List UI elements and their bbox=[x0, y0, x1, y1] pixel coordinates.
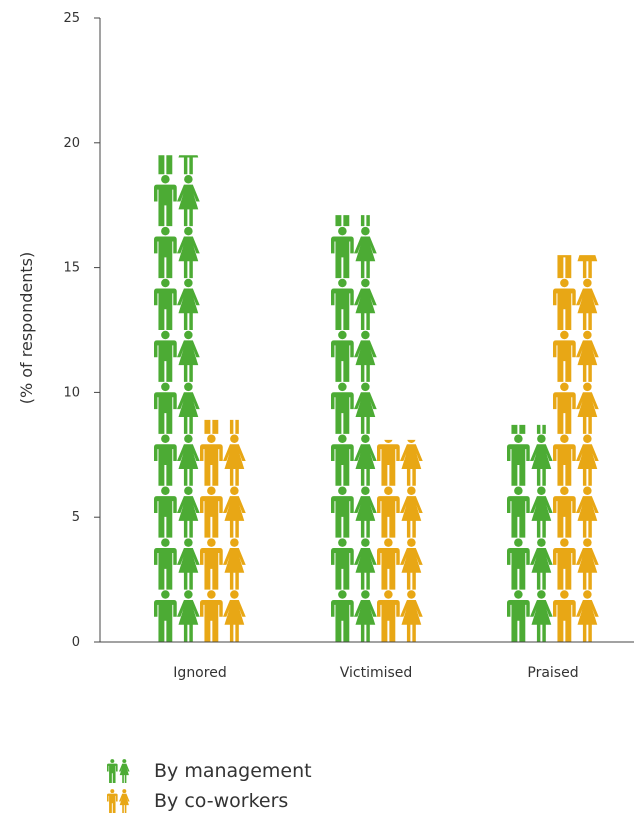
y-axis-label: (% of respondents) bbox=[17, 252, 36, 405]
bar-ignored-by-management bbox=[154, 155, 200, 642]
x-category-label: Ignored bbox=[173, 665, 226, 681]
y-tick-label: 0 bbox=[72, 635, 80, 650]
y-tick-label: 5 bbox=[72, 510, 80, 525]
legend: By management By co-workers bbox=[104, 756, 312, 816]
y-tick-label: 20 bbox=[63, 136, 80, 151]
bar-ignored-by-co-workers bbox=[200, 419, 246, 642]
bar-victimised-by-co-workers bbox=[377, 439, 423, 642]
pictogram-bar-chart: (% of respondents) 0 5 10 15 20 25 Ignored Vic… bbox=[17, 11, 634, 681]
bar-praised-by-management bbox=[507, 424, 553, 642]
legend-label-co-workers: By co-workers bbox=[154, 790, 289, 812]
people-icon bbox=[107, 789, 130, 813]
y-tick-label: 15 bbox=[63, 261, 80, 276]
legend-item-co-workers: By co-workers bbox=[104, 786, 312, 816]
x-category-label: Victimised bbox=[340, 665, 413, 681]
legend-label-management: By management bbox=[154, 760, 312, 782]
legend-item-management: By management bbox=[104, 756, 312, 786]
bar-victimised-by-management bbox=[331, 215, 377, 642]
y-tick-label: 10 bbox=[63, 385, 80, 400]
x-category-label: Praised bbox=[527, 665, 578, 681]
bar-praised-by-co-workers bbox=[553, 255, 599, 642]
y-tick-label: 25 bbox=[63, 11, 80, 26]
people-icon bbox=[107, 759, 130, 783]
